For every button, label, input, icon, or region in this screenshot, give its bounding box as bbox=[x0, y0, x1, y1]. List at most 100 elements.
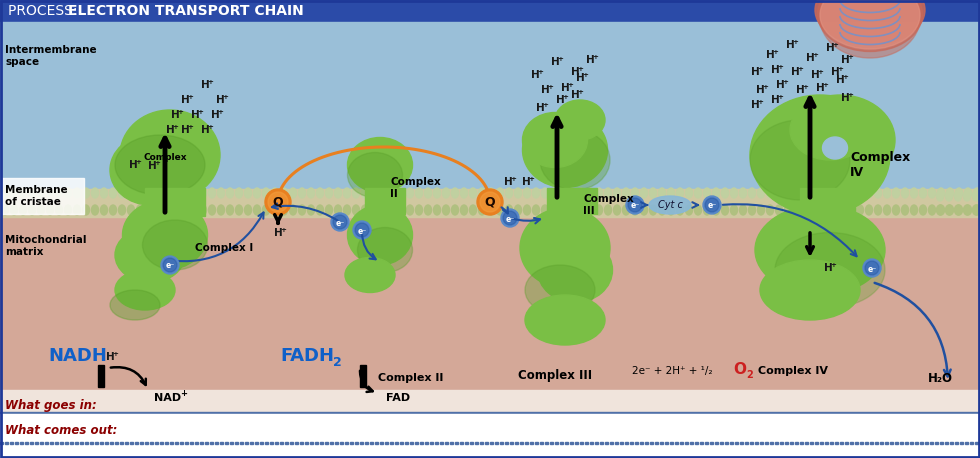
Ellipse shape bbox=[766, 205, 773, 215]
Bar bbox=[910, 442, 913, 443]
Ellipse shape bbox=[74, 188, 80, 198]
Ellipse shape bbox=[596, 205, 603, 215]
Ellipse shape bbox=[785, 205, 792, 215]
Ellipse shape bbox=[344, 188, 351, 198]
Bar bbox=[695, 442, 698, 443]
Bar bbox=[0, 415, 980, 458]
Ellipse shape bbox=[101, 188, 108, 198]
Text: Membrane: Membrane bbox=[5, 185, 68, 195]
Bar bbox=[820, 442, 823, 443]
Ellipse shape bbox=[740, 188, 747, 198]
Ellipse shape bbox=[820, 0, 920, 58]
Bar bbox=[585, 442, 588, 443]
Ellipse shape bbox=[577, 188, 584, 198]
Text: +: + bbox=[593, 54, 599, 60]
Ellipse shape bbox=[115, 135, 205, 195]
Bar bbox=[830, 442, 833, 443]
Text: H: H bbox=[504, 177, 513, 187]
Ellipse shape bbox=[164, 188, 171, 198]
Ellipse shape bbox=[884, 205, 891, 215]
Text: H: H bbox=[810, 70, 819, 80]
Text: H: H bbox=[570, 67, 579, 77]
Ellipse shape bbox=[209, 205, 216, 215]
Bar bbox=[55, 442, 58, 443]
Bar bbox=[60, 442, 63, 443]
Bar bbox=[547, 188, 597, 214]
Ellipse shape bbox=[110, 290, 160, 320]
Bar bbox=[485, 442, 488, 443]
Bar bbox=[880, 442, 883, 443]
Text: +: + bbox=[848, 54, 854, 60]
Bar bbox=[635, 442, 638, 443]
Bar bbox=[940, 442, 943, 443]
Text: H: H bbox=[128, 160, 137, 170]
Ellipse shape bbox=[424, 205, 431, 215]
Bar bbox=[280, 442, 283, 443]
Ellipse shape bbox=[487, 205, 495, 215]
Ellipse shape bbox=[928, 205, 936, 215]
Ellipse shape bbox=[750, 95, 890, 215]
Bar bbox=[645, 442, 648, 443]
Bar bbox=[135, 442, 138, 443]
Bar bbox=[295, 442, 298, 443]
Bar bbox=[125, 442, 128, 443]
Bar bbox=[405, 442, 408, 443]
Ellipse shape bbox=[919, 188, 926, 198]
Bar bbox=[875, 442, 878, 443]
Text: +: + bbox=[817, 69, 823, 75]
Bar bbox=[150, 442, 153, 443]
Text: H: H bbox=[191, 110, 199, 120]
Ellipse shape bbox=[605, 188, 612, 198]
Ellipse shape bbox=[884, 188, 891, 198]
Text: +: + bbox=[833, 42, 839, 48]
Text: +: + bbox=[208, 79, 214, 85]
Bar bbox=[660, 442, 663, 443]
Text: What comes out:: What comes out: bbox=[5, 424, 118, 436]
Bar bbox=[440, 442, 443, 443]
Ellipse shape bbox=[730, 205, 738, 215]
Text: Mitochondrial: Mitochondrial bbox=[5, 235, 86, 245]
Circle shape bbox=[503, 211, 517, 225]
Bar bbox=[925, 442, 928, 443]
Ellipse shape bbox=[91, 188, 99, 198]
Ellipse shape bbox=[506, 205, 513, 215]
Ellipse shape bbox=[299, 188, 306, 198]
Ellipse shape bbox=[857, 205, 863, 215]
Ellipse shape bbox=[820, 0, 920, 49]
Circle shape bbox=[265, 189, 291, 215]
Text: H: H bbox=[823, 263, 832, 273]
Bar bbox=[730, 442, 733, 443]
Text: +: + bbox=[187, 124, 193, 130]
Bar bbox=[25, 442, 28, 443]
Bar bbox=[95, 442, 98, 443]
Bar bbox=[195, 442, 198, 443]
Bar bbox=[395, 442, 398, 443]
Bar bbox=[680, 442, 683, 443]
Bar bbox=[50, 442, 53, 443]
Bar bbox=[480, 442, 483, 443]
Bar bbox=[360, 442, 363, 443]
Bar bbox=[920, 442, 923, 443]
Bar bbox=[270, 442, 273, 443]
Ellipse shape bbox=[676, 205, 683, 215]
Ellipse shape bbox=[478, 205, 485, 215]
Bar bbox=[30, 442, 33, 443]
Text: H: H bbox=[551, 57, 560, 67]
Text: +: + bbox=[172, 124, 178, 130]
Ellipse shape bbox=[461, 188, 467, 198]
Ellipse shape bbox=[919, 205, 926, 215]
Ellipse shape bbox=[334, 188, 341, 198]
Ellipse shape bbox=[794, 205, 801, 215]
Text: +: + bbox=[762, 84, 768, 90]
Bar bbox=[930, 442, 933, 443]
Ellipse shape bbox=[758, 205, 764, 215]
Ellipse shape bbox=[523, 188, 530, 198]
Bar bbox=[705, 442, 708, 443]
Ellipse shape bbox=[972, 205, 979, 215]
Circle shape bbox=[353, 221, 371, 239]
Bar bbox=[845, 442, 848, 443]
Text: +: + bbox=[180, 389, 187, 398]
Bar bbox=[735, 442, 738, 443]
Bar bbox=[945, 442, 948, 443]
Ellipse shape bbox=[218, 205, 224, 215]
